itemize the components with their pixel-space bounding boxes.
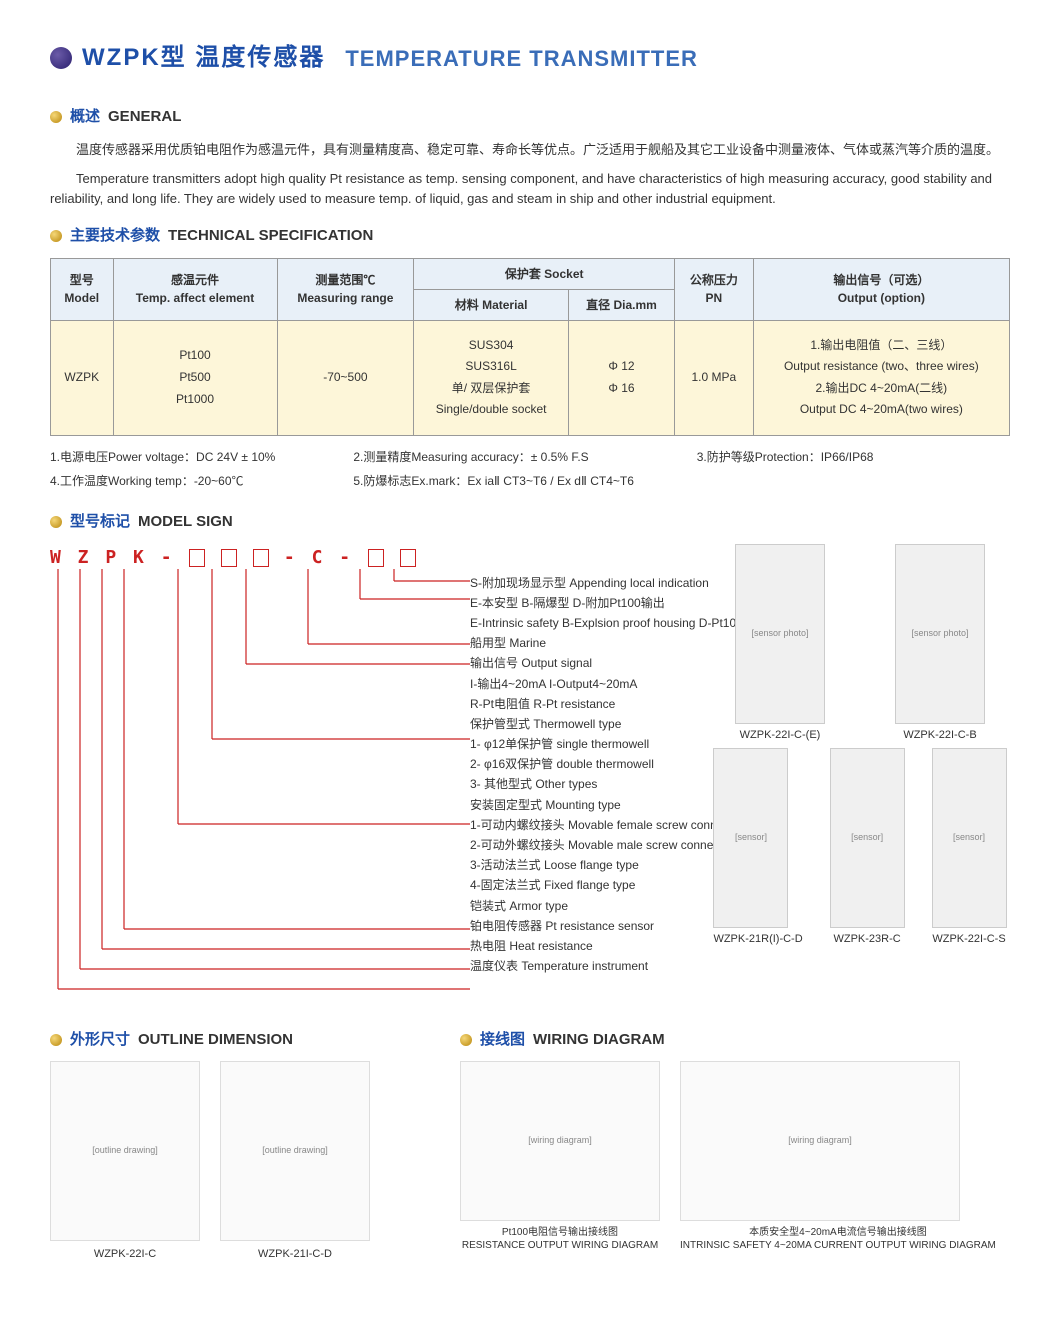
bullet-icon xyxy=(460,1034,472,1046)
section-spec: 主要技术参数 TECHNICAL SPECIFICATION xyxy=(50,225,1010,248)
product-item: [sensor photo] WZPK-22I-C-B xyxy=(895,544,985,744)
spec3: 3.防护等级Protection：IP66/IP68 xyxy=(697,448,874,466)
th-model: 型号Model xyxy=(51,258,114,320)
th-dia: 直径 Dia.mm xyxy=(568,289,674,320)
product-label: WZPK-22I-C-B xyxy=(895,727,985,744)
outline-label: WZPK-21I-C-D xyxy=(220,1246,370,1263)
spec2: 2.测量精度Measuring accuracy：± 0.5% F.S xyxy=(353,448,693,466)
model-cn: 型号标记 xyxy=(70,511,130,534)
spec-table: 型号Model 感温元件Temp. affect element 测量范围℃Me… xyxy=(50,258,1010,436)
wiring-label-cn: Pt100电阻信号输出接线图 xyxy=(460,1226,660,1239)
td-element: Pt100 Pt500 Pt1000 xyxy=(113,320,277,435)
section-general: 概述 GENERAL xyxy=(50,106,1010,129)
bullet-icon xyxy=(50,230,62,242)
td-range: -70~500 xyxy=(277,320,414,435)
product-item: [sensor] WZPK-21R(I)-C-D xyxy=(713,748,802,948)
spec-cn: 主要技术参数 xyxy=(70,225,160,248)
general-en: GENERAL xyxy=(108,106,181,129)
model-sign-lines-icon xyxy=(50,569,470,999)
product-label: WZPK-23R-C xyxy=(830,931,905,948)
td-dia: Φ 12 Φ 16 xyxy=(568,320,674,435)
th-pressure: 公称压力PN xyxy=(675,258,754,320)
td-pn: 1.0 MPa xyxy=(675,320,754,435)
product-item: [sensor] WZPK-22I-C-S xyxy=(932,748,1007,948)
product-label: WZPK-22I-C-(E) xyxy=(735,727,825,744)
wiring-label-cn: 本质安全型4~20mA电流信号输出接线图 xyxy=(680,1226,996,1239)
wiring-en: WIRING DIAGRAM xyxy=(533,1029,665,1052)
product-images: [sensor photo] WZPK-22I-C-(E) [sensor ph… xyxy=(700,544,1020,953)
td-material: SUS304 SUS316L 单/ 双层保护套 Single/double so… xyxy=(414,320,569,435)
section-wiring: 接线图 WIRING DIAGRAM xyxy=(460,1029,1010,1052)
bullet-icon xyxy=(50,111,62,123)
product-label: WZPK-21R(I)-C-D xyxy=(713,931,802,948)
model-sign-area: W Z P K - - C - S-附加现场显示型 Appending loca… xyxy=(50,544,1010,1004)
wiring-drawing-icon: [wiring diagram] xyxy=(460,1061,660,1221)
title-cn: WZPK型 温度传感器 xyxy=(82,40,325,76)
outline-diagram: [outline drawing] WZPK-22I-C xyxy=(50,1061,200,1263)
outline-drawing-icon: [outline drawing] xyxy=(220,1061,370,1241)
spec4: 4.工作温度Working temp：-20~60℃ xyxy=(50,472,350,490)
th-socket: 保护套 Socket xyxy=(414,258,675,289)
bullet-icon xyxy=(50,516,62,528)
model-code: W Z P K - - C - xyxy=(50,544,417,571)
bullet-icon xyxy=(50,1034,62,1046)
outline-label: WZPK-22I-C xyxy=(50,1246,200,1263)
section-model: 型号标记 MODEL SIGN xyxy=(50,511,1010,534)
general-text-cn: 温度传感器采用优质铂电阻作为感温元件，具有测量精度高、稳定可靠、寿命长等优点。广… xyxy=(50,139,1010,161)
th-material: 材料 Material xyxy=(414,289,569,320)
outline-diagram: [outline drawing] WZPK-21I-C-D xyxy=(220,1061,370,1263)
spec1: 1.电源电压Power voltage：DC 24V ± 10% xyxy=(50,448,350,466)
product-photo-icon: [sensor] xyxy=(830,748,905,928)
product-photo-icon: [sensor] xyxy=(932,748,1007,928)
outline-en: OUTLINE DIMENSION xyxy=(138,1029,293,1052)
wiring-drawing-icon: [wiring diagram] xyxy=(680,1061,960,1221)
wiring-label-en: INTRINSIC SAFETY 4~20MA CURRENT OUTPUT W… xyxy=(680,1239,996,1252)
general-cn: 概述 xyxy=(70,106,100,129)
product-photo-icon: [sensor] xyxy=(713,748,788,928)
wiring-cn: 接线图 xyxy=(480,1029,525,1052)
title-bullet-icon xyxy=(50,47,72,69)
product-photo-icon: [sensor photo] xyxy=(895,544,985,724)
td-model: WZPK xyxy=(51,320,114,435)
outline-cn: 外形尺寸 xyxy=(70,1029,130,1052)
th-output: 输出信号（可选）Output (option) xyxy=(753,258,1009,320)
general-text-en: Temperature transmitters adopt high qual… xyxy=(50,169,1010,211)
product-item: [sensor] WZPK-23R-C xyxy=(830,748,905,948)
wiring-diagram: [wiring diagram] 本质安全型4~20mA电流信号输出接线图 IN… xyxy=(680,1061,996,1252)
th-element: 感温元件Temp. affect element xyxy=(113,258,277,320)
extra-specs: 1.电源电压Power voltage：DC 24V ± 10% 2.测量精度M… xyxy=(50,448,1010,496)
spec5: 5.防爆标志Ex.mark：Ex iaⅡ CT3~T6 / Ex dⅡ CT4~… xyxy=(353,472,634,490)
product-photo-icon: [sensor photo] xyxy=(735,544,825,724)
product-label: WZPK-22I-C-S xyxy=(932,931,1007,948)
sign-line: 温度仪表 Temperature instrument xyxy=(470,957,772,976)
td-output: 1.输出电阻值（二、三线） Output resistance (two、thr… xyxy=(753,320,1009,435)
section-outline: 外形尺寸 OUTLINE DIMENSION xyxy=(50,1029,430,1052)
wiring-label-en: RESISTANCE OUTPUT WIRING DIAGRAM xyxy=(460,1239,660,1252)
wiring-diagram: [wiring diagram] Pt100电阻信号输出接线图 RESISTAN… xyxy=(460,1061,660,1252)
main-title: WZPK型 温度传感器 TEMPERATURE TRANSMITTER xyxy=(50,40,1010,76)
th-range: 测量范围℃Measuring range xyxy=(277,258,414,320)
spec-en: TECHNICAL SPECIFICATION xyxy=(168,225,373,248)
product-item: [sensor photo] WZPK-22I-C-(E) xyxy=(735,544,825,744)
model-en: MODEL SIGN xyxy=(138,511,233,534)
outline-drawing-icon: [outline drawing] xyxy=(50,1061,200,1241)
title-en: TEMPERATURE TRANSMITTER xyxy=(345,42,698,75)
